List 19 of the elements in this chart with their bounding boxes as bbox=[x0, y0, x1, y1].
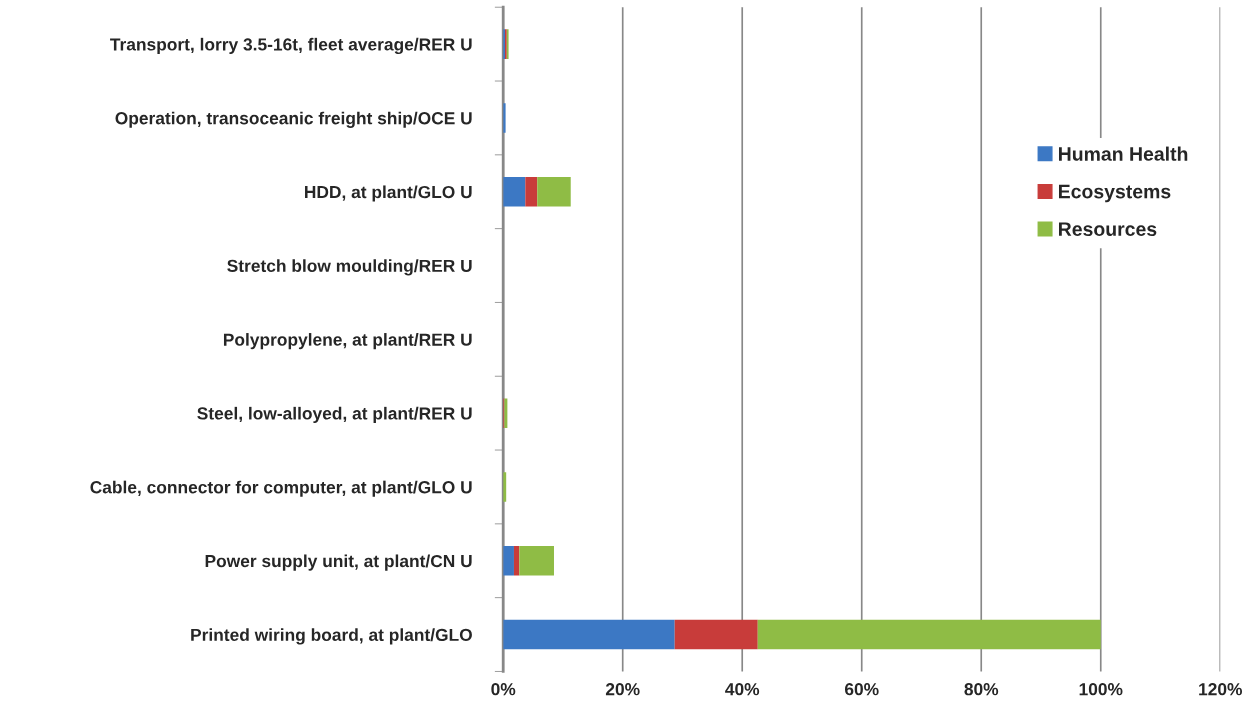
y-tick-label: Operation, transoceanic freight ship/OCE U bbox=[115, 111, 472, 128]
y-tick-label: Cable, connector for computer, at plant/GLO U bbox=[90, 480, 472, 497]
x-tick-label: 20% bbox=[605, 683, 640, 696]
y-tick-label: Power supply unit, at plant/CN U bbox=[205, 554, 472, 571]
y-tick-label: HDD, at plant/GLO U bbox=[305, 185, 472, 202]
y-tick-label: Polypropylene, at plant/RER U bbox=[223, 333, 472, 350]
x-tick-label: 60% bbox=[844, 683, 879, 696]
x-tick-label: 120% bbox=[1199, 683, 1243, 696]
x-tick-label: 100% bbox=[1079, 683, 1123, 696]
x-tick-label: 40% bbox=[725, 683, 760, 696]
legend-label: Ecosystems bbox=[1059, 184, 1171, 203]
y-tick-label: Transport, lorry 3.5-16t, fleet average/RER U bbox=[110, 37, 472, 55]
x-tick-label: 80% bbox=[964, 683, 999, 696]
x-tick-label: 0% bbox=[491, 683, 516, 696]
legend-label: Human Health bbox=[1059, 146, 1188, 161]
legend-label: Resources bbox=[1059, 222, 1157, 236]
y-tick-label: Stretch blow moulding/RER U bbox=[227, 259, 472, 276]
y-tick-label: Steel, low-alloyed, at plant/RER U bbox=[197, 406, 472, 424]
y-tick-label: Printed wiring board, at plant/GLO bbox=[191, 628, 472, 645]
